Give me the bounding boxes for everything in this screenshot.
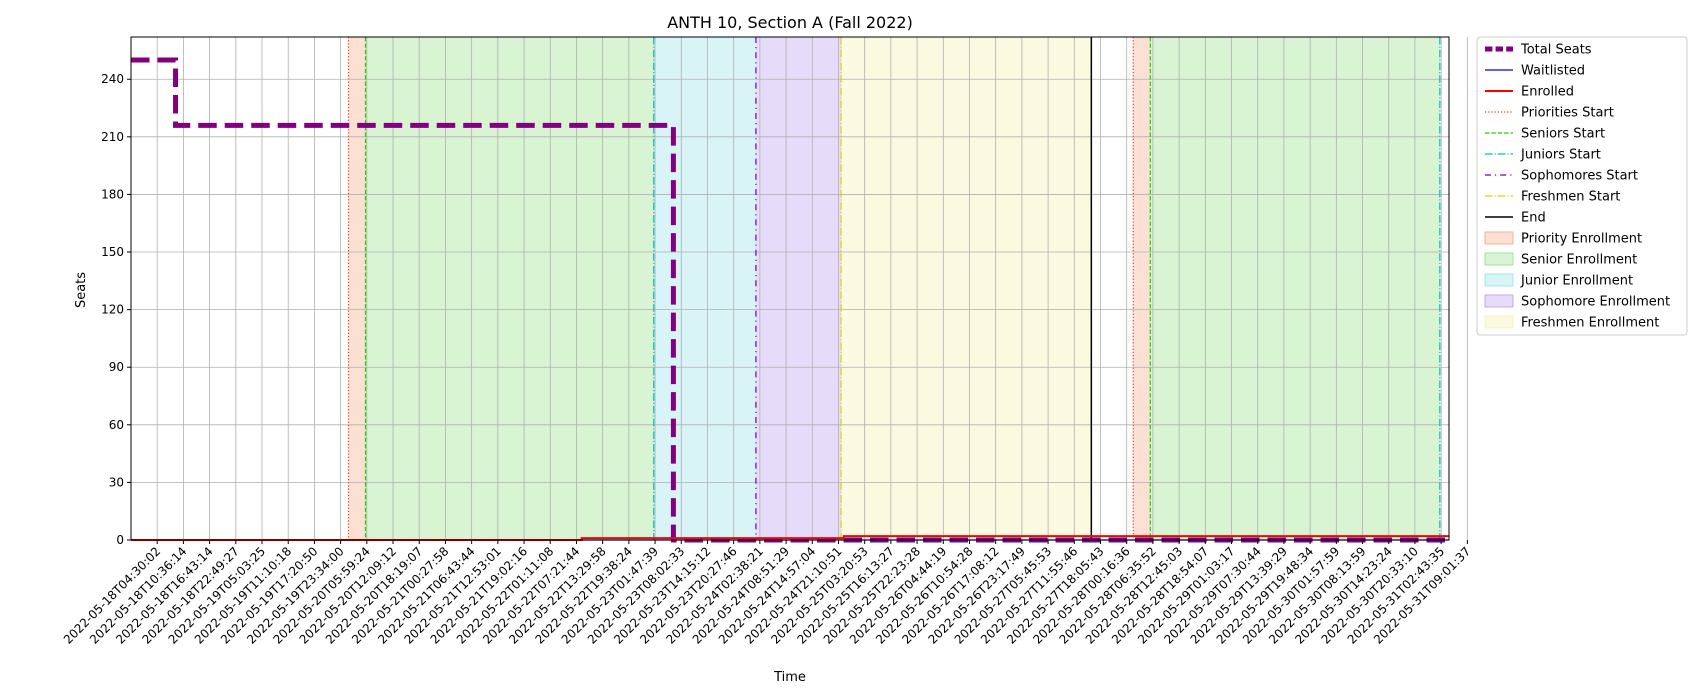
legend-entry-label: Priority Enrollment (1521, 232, 1642, 247)
legend-entry-label: Juniors Start (1520, 148, 1601, 163)
legend-patch-swatch (1484, 294, 1514, 308)
enrollment-span-2 (653, 37, 756, 540)
legend-entry-label: Sophomores Start (1521, 169, 1638, 184)
y-tick-label: 90 (109, 360, 124, 374)
plot-area: 03060901201501802102402022-05-18T04:30:0… (61, 36, 1473, 647)
legend-frame (1476, 36, 1688, 336)
chart-title: ANTH 10, Section A (Fall 2022) (667, 13, 913, 32)
legend-patch-swatch (1484, 315, 1514, 329)
enrollment-span-5 (1133, 37, 1151, 540)
legend-entry-label: Enrolled (1521, 85, 1574, 100)
legend-entry-label: End (1521, 211, 1546, 226)
y-tick-label: 0 (116, 533, 124, 547)
x-axis-label: Time (773, 670, 806, 685)
legend-entry-label: Seniors Start (1521, 127, 1605, 142)
y-tick-label: 180 (101, 187, 124, 201)
y-tick-label: 150 (101, 245, 124, 259)
plot-frame (130, 36, 1450, 541)
legend-entry-label: Total Seats (1520, 43, 1592, 58)
y-tick-label: 30 (109, 475, 124, 489)
enrollment-span-6 (1150, 37, 1440, 540)
legend-entry-label: Freshmen Enrollment (1521, 316, 1659, 331)
legend-entry-label: Freshmen Start (1521, 190, 1620, 205)
enrollment-span-0 (348, 37, 366, 540)
y-tick-label: 60 (109, 418, 124, 432)
legend-patch-swatch (1484, 231, 1514, 245)
enrollment-span-3 (755, 37, 842, 540)
y-tick-label: 210 (101, 130, 124, 144)
y-axis-label: Seats (74, 272, 89, 308)
legend-patch-swatch (1484, 252, 1514, 266)
enrollment-span-1 (365, 37, 654, 540)
legend-entry-label: Sophomore Enrollment (1521, 295, 1670, 310)
enrollment-span-4 (841, 37, 1092, 540)
legend-entry-label: Junior Enrollment (1520, 274, 1633, 289)
y-tick-label: 120 (101, 303, 124, 317)
legend-entry-label: Waitlisted (1521, 64, 1585, 79)
legend-entry-label: Senior Enrollment (1521, 253, 1637, 268)
legend: Total Seats Waitlisted Enrolled Priorities … (1476, 36, 1688, 336)
legend-patch-swatch (1484, 273, 1514, 287)
legend-entry-label: Priorities Start (1521, 106, 1614, 121)
y-tick-label: 240 (101, 72, 124, 86)
